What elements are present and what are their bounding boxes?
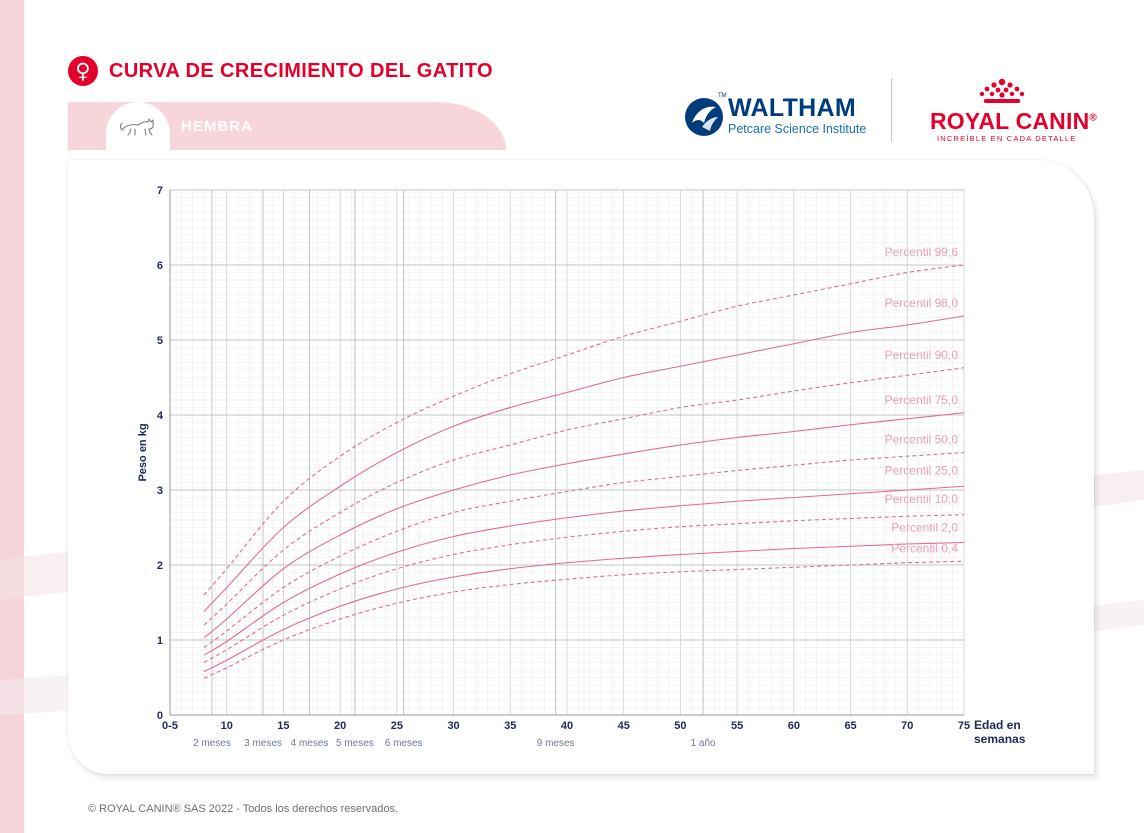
age-marker-label: 4 meses [291, 738, 329, 749]
waltham-emblem-icon [685, 98, 723, 136]
age-marker-label: 5 meses [336, 738, 374, 749]
x-tick-label: 15 [277, 720, 289, 732]
royal-canin-crown-icon [979, 78, 1025, 103]
percentile-label: Percentil 2,0 [891, 521, 958, 535]
royal-canin-logo: ROYAL CANIN® INCREÍBLE EN CADA DETALLE [926, 78, 1097, 148]
waltham-tm: TM [718, 93, 727, 99]
age-marker-label: 2 meses [193, 738, 231, 749]
chart-labels: Percentil 99,6 Percentil 98,0 Percentil 90… [885, 245, 959, 555]
waltham-wordmark: WALTHAM [728, 94, 856, 122]
royal-canin-wordmark: ROYAL CANIN® [930, 108, 1097, 135]
x-tick-label: 0-5 [162, 720, 178, 732]
title-row: ♀ CURVA DE CRECIMIENTO DEL GATITO [68, 56, 493, 86]
y-tick-label: 3 [157, 485, 163, 497]
gender-tab: HEMBRA [68, 102, 506, 150]
y-tick-label: 1 [157, 635, 163, 647]
percentile-label: Percentil 10,0 [885, 492, 959, 506]
percentile-curve [203, 264, 965, 596]
female-symbol-glyph: ♀ [75, 58, 91, 83]
x-tick-label: 70 [901, 720, 913, 732]
percentile-curve [203, 315, 965, 612]
x-axis-title: Edad en [974, 718, 1021, 732]
y-tick-label: 5 [157, 335, 163, 347]
x-tick-label: 50 [674, 720, 686, 732]
y-tick-label: 4 [157, 410, 164, 422]
royal-canin-tagline: INCREÍBLE EN CADA DETALLE [937, 134, 1077, 143]
female-symbol-icon: ♀ [68, 56, 98, 86]
x-axis-title: semanas [974, 732, 1026, 746]
x-tick-label: 65 [844, 720, 856, 732]
royal-canin-registered: ® [1089, 112, 1097, 124]
x-tick-label: 10 [221, 720, 233, 732]
chart-curves [203, 264, 965, 679]
percentile-curve [203, 367, 965, 626]
x-tick-label: 45 [618, 720, 630, 732]
logo-divider [891, 78, 892, 142]
y-tick-label: 0 [157, 710, 163, 722]
percentile-curve [203, 514, 965, 663]
kitten-icon-holder [106, 102, 170, 150]
percentile-label: Percentil 75,0 [885, 393, 959, 407]
age-marker-label: 1 año [691, 738, 716, 749]
percentile-label: Percentil 50,0 [885, 433, 959, 447]
y-tick-label: 7 [157, 185, 163, 197]
y-axis-title: Peso en kg [137, 423, 149, 481]
percentile-curve [203, 560, 965, 679]
age-marker-label: 3 meses [244, 738, 282, 749]
kitten-icon [119, 118, 154, 136]
percentile-label: Percentil 0,4 [891, 541, 958, 555]
x-tick-label: 75 [958, 720, 970, 732]
page-title: CURVA DE CRECIMIENTO DEL GATITO [109, 59, 493, 82]
percentile-curve [203, 412, 965, 639]
waltham-logo: WALTHAM TM Petcare Science Institute [684, 93, 874, 140]
chart-card [68, 160, 1094, 774]
percentile-label: Percentil 98,0 [885, 296, 959, 310]
x-tick-label: 55 [731, 720, 743, 732]
age-marker-label: 9 meses [537, 738, 575, 749]
percentile-label: Percentil 25,0 [885, 463, 959, 477]
copyright-footer: © ROYAL CANIN® SAS 2022 - Todos los dere… [88, 803, 399, 815]
x-tick-label: 60 [788, 720, 800, 732]
royal-canin-name: ROYAL CANIN [930, 108, 1090, 134]
percentile-curve [203, 451, 965, 648]
gender-tab-label: HEMBRA [181, 118, 253, 135]
x-tick-label: 20 [334, 720, 346, 732]
x-tick-label: 25 [391, 720, 403, 732]
waltham-subtitle: Petcare Science Institute [728, 122, 867, 136]
x-tick-label: 40 [561, 720, 573, 732]
y-tick-label: 2 [157, 560, 163, 572]
age-marker-label: 6 meses [385, 738, 423, 749]
percentile-curve [203, 485, 965, 656]
y-tick-label: 6 [157, 260, 163, 272]
chart-grid [169, 189, 965, 716]
percentile-label: Percentil 99,6 [885, 245, 959, 259]
percentile-label: Percentil 90,0 [885, 348, 959, 362]
percentile-curve [203, 541, 965, 672]
x-tick-label: 30 [447, 720, 459, 732]
x-tick-label: 35 [504, 720, 516, 732]
